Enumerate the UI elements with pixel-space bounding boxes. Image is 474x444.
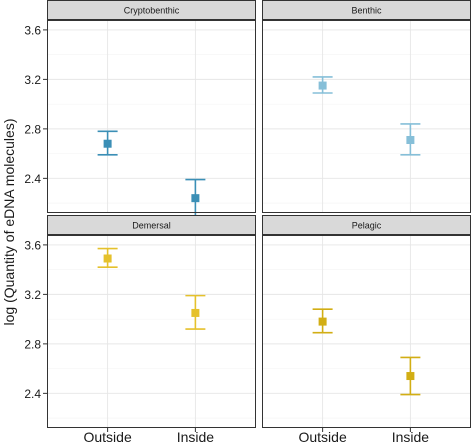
panel-border [47, 235, 256, 428]
panel-border [262, 20, 471, 213]
facet-strip-label: Benthic [351, 6, 382, 16]
facet-panel-cryptobenthic: Cryptobenthic [47, 0, 256, 218]
panel-background [47, 20, 256, 213]
data-point-inside [191, 194, 200, 203]
errorbar-inside [400, 356, 421, 396]
data-point-outside [318, 317, 327, 326]
data-point-outside [103, 139, 112, 148]
x-tick-label: Outside [298, 429, 346, 444]
y-tick-label: 3.6 [24, 23, 41, 37]
y-tick-label: 3.2 [24, 288, 41, 302]
facet-strip-label: Cryptobenthic [124, 6, 180, 16]
facet-strip-label: Pelagic [352, 221, 382, 231]
y-tick-label: 3.2 [24, 73, 41, 87]
data-point-outside [318, 81, 327, 90]
x-tick-label: Inside [392, 429, 430, 444]
data-point-inside [406, 136, 415, 145]
panel-background [47, 235, 256, 428]
data-point-inside [191, 308, 200, 317]
x-tick-label: Inside [177, 429, 215, 444]
panel-background [262, 235, 471, 428]
errorbar-inside [400, 123, 421, 156]
facet-panel-pelagic: Pelagic [262, 215, 471, 428]
errorbar-outside [312, 308, 333, 334]
data-point-inside [406, 372, 415, 381]
facet-strip [262, 215, 471, 235]
y-tick-label: 2.4 [24, 172, 41, 186]
facet-strip [47, 215, 256, 235]
facet-panel-demersal: Demersal [47, 215, 256, 428]
panel-border [47, 20, 256, 213]
facet-panel-benthic: Benthic [262, 0, 471, 213]
y-tick-label: 2.4 [24, 387, 41, 401]
errorbar-outside [312, 76, 333, 94]
errorbar-outside [97, 130, 118, 156]
facet-strip-label: Demersal [132, 221, 171, 231]
y-tick-label: 2.8 [24, 337, 41, 351]
panel-border [262, 235, 471, 428]
x-tick-label: Outside [83, 429, 131, 444]
errorbar-inside [185, 294, 206, 330]
errorbar-outside [97, 247, 118, 268]
y-tick-label: 2.8 [24, 122, 41, 136]
y-axis-label: log (Quantity of eDNA molecules) [1, 119, 17, 326]
y-tick-label: 3.6 [24, 238, 41, 252]
facet-strip [262, 0, 471, 20]
facet-strip [47, 0, 256, 20]
panel-background [262, 20, 471, 213]
data-point-outside [103, 254, 112, 263]
